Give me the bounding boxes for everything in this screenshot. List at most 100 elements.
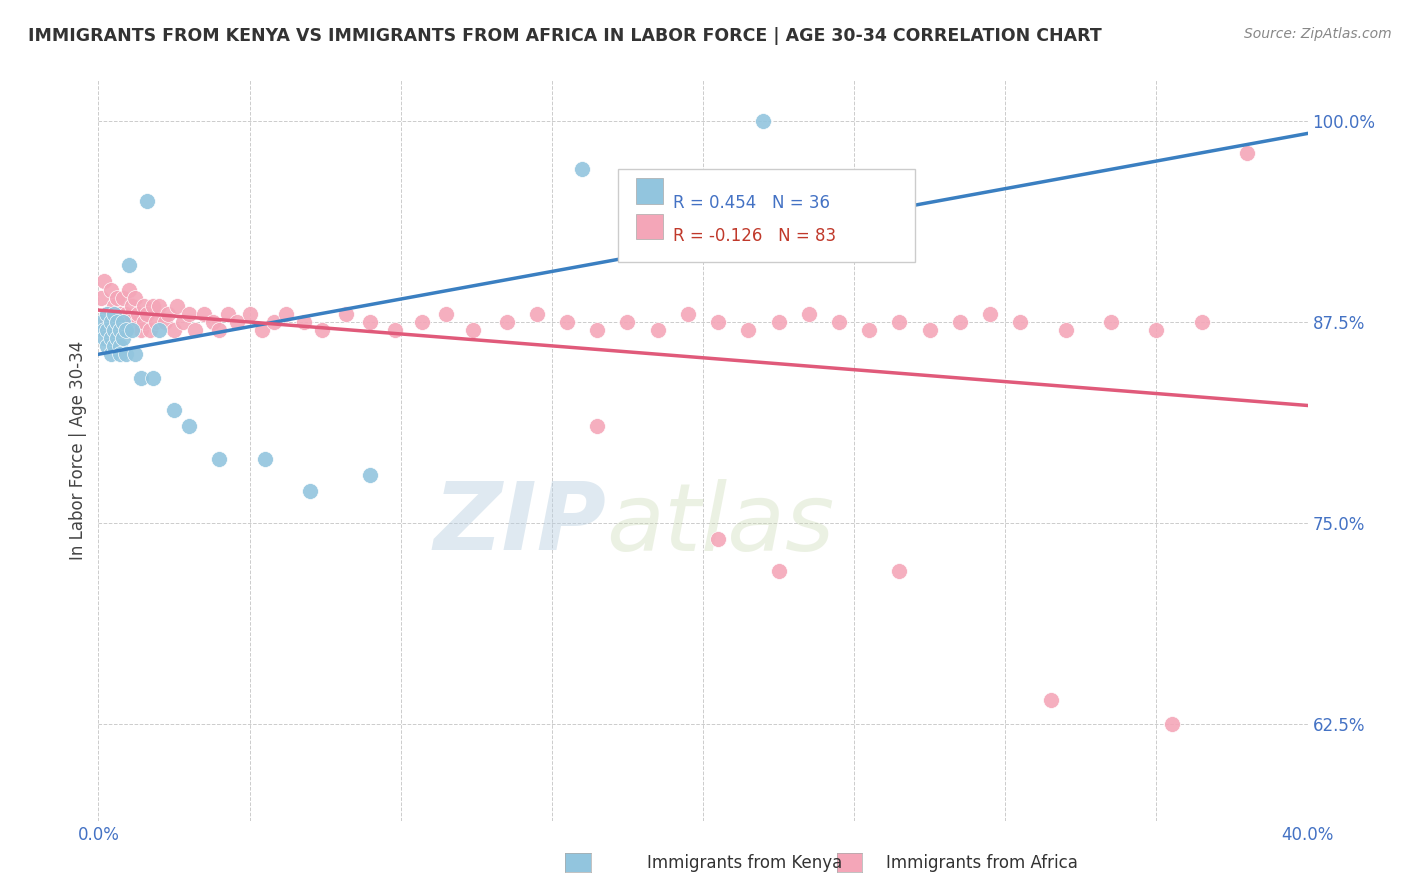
Point <box>526 307 548 321</box>
Point <box>1191 315 1213 329</box>
Point <box>217 307 239 321</box>
Point <box>105 315 128 329</box>
Point <box>103 339 125 353</box>
Point <box>616 315 638 329</box>
Point <box>208 451 231 466</box>
Point <box>828 315 851 329</box>
Point <box>979 307 1001 321</box>
Point <box>707 532 730 546</box>
Point <box>132 299 155 313</box>
Point <box>172 315 194 329</box>
Point <box>1099 315 1122 329</box>
Point <box>129 371 152 385</box>
Point <box>918 323 941 337</box>
Point <box>96 339 118 353</box>
Point <box>647 323 669 337</box>
Point <box>858 323 880 337</box>
Point <box>153 315 176 329</box>
Point <box>100 331 122 345</box>
Point <box>111 291 134 305</box>
Point <box>135 307 157 321</box>
Point <box>202 315 225 329</box>
Y-axis label: In Labor Force | Age 30-34: In Labor Force | Age 30-34 <box>69 341 87 560</box>
Point <box>142 299 165 313</box>
Point <box>179 419 201 434</box>
Point <box>148 323 170 337</box>
Point <box>676 307 699 321</box>
Point <box>108 339 131 353</box>
Point <box>127 315 149 329</box>
Point <box>114 323 136 337</box>
Point <box>90 315 112 329</box>
Text: Source: ZipAtlas.com: Source: ZipAtlas.com <box>1244 27 1392 41</box>
Point <box>1236 145 1258 160</box>
Point <box>495 315 517 329</box>
Point <box>111 315 134 329</box>
Point <box>121 299 143 313</box>
Point <box>139 323 162 337</box>
Point <box>384 323 406 337</box>
Point <box>108 323 131 337</box>
Point <box>208 323 231 337</box>
Point <box>93 323 115 337</box>
Point <box>1010 315 1032 329</box>
Point <box>586 419 609 434</box>
Text: R = -0.126   N = 83: R = -0.126 N = 83 <box>672 227 837 245</box>
Point <box>145 315 167 329</box>
Point <box>103 315 125 329</box>
Point <box>93 275 115 289</box>
Point <box>124 291 146 305</box>
Point <box>129 323 152 337</box>
Point <box>1039 693 1062 707</box>
Point <box>226 315 249 329</box>
Point <box>263 315 285 329</box>
Point <box>253 451 276 466</box>
Bar <box>637 214 664 239</box>
Point <box>360 467 382 482</box>
Point <box>463 323 485 337</box>
Point <box>108 307 131 321</box>
Point <box>100 283 122 297</box>
Point <box>1144 323 1167 337</box>
Text: ZIP: ZIP <box>433 478 606 571</box>
Point <box>105 291 128 305</box>
Point <box>100 323 122 337</box>
Point <box>111 315 134 329</box>
Point <box>118 258 141 272</box>
Point <box>114 347 136 361</box>
Point <box>118 315 141 329</box>
Point <box>163 323 186 337</box>
Point <box>239 307 262 321</box>
Point <box>108 347 131 361</box>
Point <box>96 307 118 321</box>
Point <box>105 323 128 337</box>
Bar <box>637 178 664 204</box>
Point <box>132 315 155 329</box>
Point <box>797 307 820 321</box>
Point <box>1160 717 1182 731</box>
Point <box>571 161 593 176</box>
Point <box>311 323 333 337</box>
Point <box>148 299 170 313</box>
Point <box>184 323 207 337</box>
Point <box>768 564 790 578</box>
Point <box>163 403 186 417</box>
Point <box>105 331 128 345</box>
Point <box>434 307 457 321</box>
Point <box>114 323 136 337</box>
Point <box>411 315 433 329</box>
Point <box>250 323 273 337</box>
Point <box>737 323 759 337</box>
Point <box>586 323 609 337</box>
Point <box>114 307 136 321</box>
Text: R = 0.454   N = 36: R = 0.454 N = 36 <box>672 194 830 211</box>
Point <box>292 315 315 329</box>
Point <box>118 283 141 297</box>
Point <box>108 323 131 337</box>
Point <box>889 315 911 329</box>
Point <box>193 307 215 321</box>
Text: IMMIGRANTS FROM KENYA VS IMMIGRANTS FROM AFRICA IN LABOR FORCE | AGE 30-34 CORRE: IMMIGRANTS FROM KENYA VS IMMIGRANTS FROM… <box>28 27 1102 45</box>
Point <box>103 307 125 321</box>
Text: atlas: atlas <box>606 479 835 570</box>
FancyBboxPatch shape <box>619 169 915 261</box>
